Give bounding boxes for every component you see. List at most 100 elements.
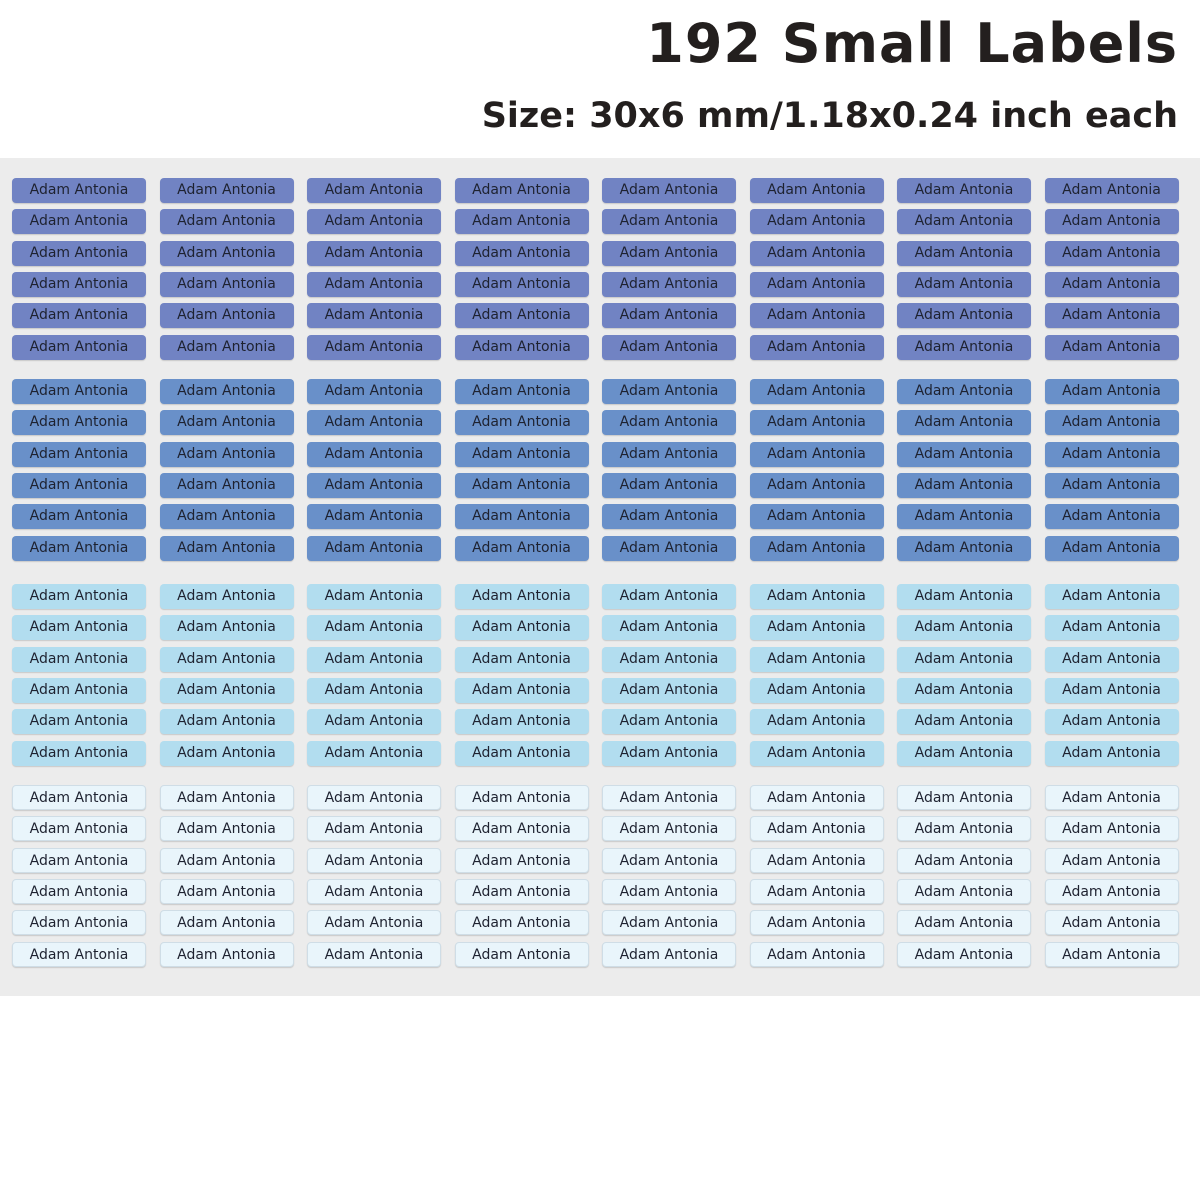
name-label: Adam Antonia <box>897 410 1031 436</box>
name-label: Adam Antonia <box>454 847 589 873</box>
name-label: Adam Antonia <box>307 379 441 404</box>
name-label: Adam Antonia <box>897 646 1031 672</box>
name-label: Adam Antonia <box>12 646 146 672</box>
name-label: Adam Antonia <box>602 677 736 703</box>
name-label: Adam Antonia <box>602 785 736 810</box>
name-label: Adam Antonia <box>12 240 146 266</box>
name-label: Adam Antonia <box>454 303 589 329</box>
name-label: Adam Antonia <box>897 504 1031 530</box>
name-label: Adam Antonia <box>897 740 1031 766</box>
name-label: Adam Antonia <box>1044 379 1179 404</box>
name-label: Adam Antonia <box>897 615 1031 641</box>
name-label: Adam Antonia <box>1044 209 1179 235</box>
name-label: Adam Antonia <box>454 615 589 641</box>
name-label: Adam Antonia <box>454 271 589 297</box>
name-label: Adam Antonia <box>454 209 589 235</box>
name-label: Adam Antonia <box>1044 785 1179 810</box>
name-label: Adam Antonia <box>897 472 1031 498</box>
name-label: Adam Antonia <box>159 303 294 329</box>
name-label: Adam Antonia <box>897 910 1031 936</box>
name-label: Adam Antonia <box>159 709 294 735</box>
name-label: Adam Antonia <box>307 584 441 609</box>
name-label: Adam Antonia <box>1044 709 1179 735</box>
name-label: Adam Antonia <box>1044 472 1179 498</box>
name-label: Adam Antonia <box>12 677 146 703</box>
name-label: Adam Antonia <box>1044 178 1179 203</box>
name-label: Adam Antonia <box>454 584 589 609</box>
name-label: Adam Antonia <box>897 303 1031 329</box>
name-label: Adam Antonia <box>897 240 1031 266</box>
name-label: Adam Antonia <box>12 410 146 436</box>
name-label: Adam Antonia <box>159 504 294 530</box>
name-label: Adam Antonia <box>897 709 1031 735</box>
name-label: Adam Antonia <box>1044 910 1179 936</box>
name-label: Adam Antonia <box>897 334 1031 360</box>
name-label: Adam Antonia <box>159 178 294 203</box>
name-label: Adam Antonia <box>159 785 294 810</box>
name-label: Adam Antonia <box>749 615 884 641</box>
name-label: Adam Antonia <box>159 615 294 641</box>
name-label: Adam Antonia <box>1044 410 1179 436</box>
name-label: Adam Antonia <box>897 379 1031 404</box>
name-label: Adam Antonia <box>159 847 294 873</box>
name-label: Adam Antonia <box>749 209 884 235</box>
name-label: Adam Antonia <box>602 910 736 936</box>
name-label: Adam Antonia <box>12 178 146 203</box>
name-label: Adam Antonia <box>897 209 1031 235</box>
name-label: Adam Antonia <box>454 410 589 436</box>
name-label: Adam Antonia <box>897 677 1031 703</box>
name-label: Adam Antonia <box>159 816 294 842</box>
name-label: Adam Antonia <box>307 910 441 936</box>
name-label: Adam Antonia <box>159 740 294 766</box>
name-label: Adam Antonia <box>159 910 294 936</box>
name-label: Adam Antonia <box>12 584 146 609</box>
name-label: Adam Antonia <box>159 677 294 703</box>
name-label: Adam Antonia <box>307 472 441 498</box>
name-label: Adam Antonia <box>602 584 736 609</box>
subtitle: Size: 30x6 mm/1.18x0.24 inch each <box>481 96 1178 136</box>
name-label: Adam Antonia <box>12 209 146 235</box>
name-label: Adam Antonia <box>1044 504 1179 530</box>
name-label: Adam Antonia <box>307 271 441 297</box>
name-label: Adam Antonia <box>602 334 736 360</box>
name-label: Adam Antonia <box>749 504 884 530</box>
name-label: Adam Antonia <box>12 504 146 530</box>
name-label: Adam Antonia <box>454 941 589 967</box>
name-label: Adam Antonia <box>749 410 884 436</box>
name-label: Adam Antonia <box>307 677 441 703</box>
name-label: Adam Antonia <box>159 535 294 561</box>
name-label: Adam Antonia <box>307 441 441 467</box>
name-label: Adam Antonia <box>159 472 294 498</box>
name-label: Adam Antonia <box>12 615 146 641</box>
name-label: Adam Antonia <box>749 535 884 561</box>
name-label: Adam Antonia <box>602 615 736 641</box>
name-label: Adam Antonia <box>307 878 441 904</box>
name-label: Adam Antonia <box>897 271 1031 297</box>
name-label: Adam Antonia <box>749 910 884 936</box>
name-label: Adam Antonia <box>1044 646 1179 672</box>
name-label: Adam Antonia <box>749 740 884 766</box>
name-label: Adam Antonia <box>897 847 1031 873</box>
name-label: Adam Antonia <box>1044 878 1179 904</box>
name-label: Adam Antonia <box>1044 941 1179 967</box>
name-label: Adam Antonia <box>749 441 884 467</box>
name-label: Adam Antonia <box>602 178 736 203</box>
name-label: Adam Antonia <box>307 785 441 810</box>
name-label: Adam Antonia <box>602 441 736 467</box>
name-label: Adam Antonia <box>1044 584 1179 609</box>
name-label: Adam Antonia <box>454 646 589 672</box>
name-label: Adam Antonia <box>749 379 884 404</box>
name-label: Adam Antonia <box>602 209 736 235</box>
name-label: Adam Antonia <box>454 785 589 810</box>
name-label: Adam Antonia <box>454 178 589 203</box>
name-label: Adam Antonia <box>602 816 736 842</box>
name-label: Adam Antonia <box>1044 816 1179 842</box>
name-label: Adam Antonia <box>307 209 441 235</box>
name-label: Adam Antonia <box>897 878 1031 904</box>
name-label: Adam Antonia <box>749 941 884 967</box>
name-label: Adam Antonia <box>897 441 1031 467</box>
name-label: Adam Antonia <box>307 709 441 735</box>
name-label: Adam Antonia <box>307 535 441 561</box>
name-label: Adam Antonia <box>159 240 294 266</box>
